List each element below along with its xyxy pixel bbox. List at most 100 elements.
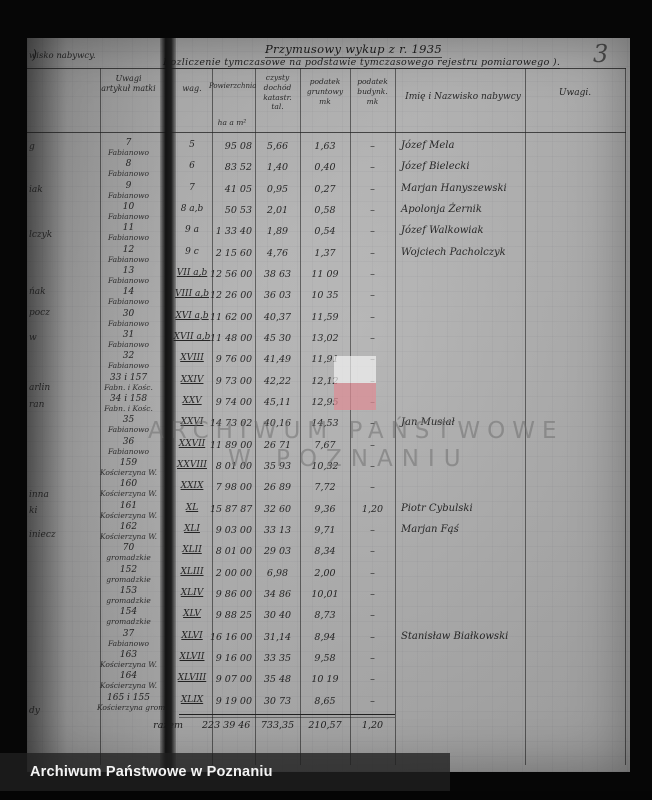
area-value: 7 98 00 [215,482,252,494]
archive-footer-bar: Archiwum Państwowe w Poznaniu [0,753,450,791]
land-tax-value: 10,01 [311,588,339,600]
area-value: 15 87 87 [210,503,253,515]
area-value: 9 03 00 [215,524,252,536]
parcel-number: 31 [122,329,135,340]
parcel-locality: Kościerzyna W. [99,531,158,541]
parcel-article: 7 Fabianowo [97,138,160,157]
parcel-article: 14 Fabianowo [97,287,160,306]
parcel-article: 11 Fabianowo [97,223,160,242]
land-tax-value: 9,71 [314,524,336,536]
table-row: 7 Fabianowo 5 95 08 5,66 1,63 – Józef Mela [27,138,626,159]
building-tax-value: – [370,204,375,216]
name-fragment: w [29,333,37,343]
register-number: 9 c [185,246,199,257]
land-tax-value: 2,00 [314,567,336,579]
building-tax-value: – [370,482,375,494]
scan-bottom-edge [0,791,652,800]
parcel-locality: Fabianowo [107,638,150,648]
parcel-locality: Fabianowo [107,425,150,435]
register-number: VII a,b [176,267,208,278]
land-tax-value: 1,37 [314,247,336,259]
table-row: 33 i 157 Fabn. i Kośc. XXIV 9 73 00 42,22 12,… [27,373,626,394]
area-value: 9 74 00 [215,396,252,408]
margin-mark: ) [32,48,38,63]
table-row: 14 Fabianowo VIII a,b 12 26 00 36 03 10 35 – [27,287,626,308]
parcel-article: 153 gromadzkie [97,586,160,605]
land-tax-value: 0,40 [314,162,336,174]
table-row: 32 Fabianowo XVIII 9 76 00 41,49 11,91 – [27,351,626,372]
area-value: 9 86 00 [215,588,252,600]
building-tax-value: – [370,652,375,664]
land-tax-value: 8,34 [314,546,336,558]
parcel-article: 35 Fabianowo [97,415,160,434]
column-line [300,68,301,765]
area-value: 1 33 40 [215,226,252,238]
table-row: 13 Fabianowo VII a,b 12 56 00 38 63 11 09 – [27,266,626,287]
income-value: 40,16 [263,418,292,430]
parcel-article: 10 Fabianowo [97,202,160,221]
parcel-number: 70 [122,543,135,554]
register-number: XVIII [180,353,204,364]
parcel-number: 35 [122,415,135,426]
parcel-locality: Fabianowo [107,275,150,285]
table-row: 163 Kościerzyna W. XLVII 9 16 00 33 35 9,58 – [27,650,626,671]
land-tax-value: 8,94 [314,631,336,643]
totals-rule [179,714,395,718]
table-body: 7 Fabianowo 5 95 08 5,66 1,63– Józef Mela 8 Fabi… [27,138,626,714]
name-fragment: pocz [29,308,50,318]
name-fragment: ran [29,400,45,410]
building-tax-value: – [370,311,375,323]
income-value: 0,95 [266,183,289,195]
parcel-article: 37 Fabianowo [97,629,160,648]
land-tax-value: 12,12 [311,375,339,387]
area-value: 8 01 00 [215,460,252,472]
parcel-locality: Fabianowo [107,211,150,221]
table-row: 9 Fabianowo 7 41 05 0,95 0,27 – Marjan Hanyszew… [27,181,626,202]
area-value: 9 88 25 [215,610,252,622]
table-row: 11 Fabianowo 9 a 1 33 40 1,89 0,54 – Józef Walk… [27,223,626,244]
building-tax-value: – [370,588,375,600]
table-row: 162 Kościerzyna W. XLI 9 03 00 33 13 9,71 – Mar… [27,522,626,543]
parcel-article: 8 Fabianowo [97,159,160,178]
building-tax-value: – [370,226,375,238]
building-tax-value: – [370,332,375,344]
parcel-locality: gromadzkie [106,553,151,563]
area-value: 9 07 00 [215,674,252,686]
header-podatek-gruntowy: podatek gruntowy mk [306,77,344,106]
income-value: 30 73 [263,695,292,707]
parcel-number: 9 [125,180,132,191]
area-value: 9 73 00 [215,375,252,387]
register-number: 7 [189,182,195,193]
register-number: XLIV [180,587,204,598]
table-row: 161 Kościerzyna W. XL 15 87 87 32 60 9,36 1,20… [27,501,626,522]
building-tax-value: – [370,439,375,451]
building-tax-value: – [370,290,375,302]
table-row: 164 Kościerzyna W. XLVIII 9 07 00 35 48 10 19… [27,671,626,692]
table-row: 30 Fabianowo XVI a,b 11 62 00 40,37 11,59 – [27,309,626,330]
area-value: 11 62 00 [210,311,253,323]
top-rule [27,68,626,69]
parcel-article: 164 Kościerzyna W. [97,671,160,690]
building-tax-value: – [370,524,375,536]
buyer-name: Józef Mela [401,140,455,151]
parcel-number: 37 [122,628,135,639]
area-value: 12 26 00 [210,290,253,302]
table-row: 152 gromadzkie XLIII 2 00 00 6,98 2,00 – [27,565,626,586]
buyer-name: Stanisław Białkowski [401,630,509,642]
income-value: 6,98 [266,567,289,579]
area-value: 83 52 [224,162,252,174]
register-number: 5 [189,140,195,150]
register-number: XLII [182,545,202,556]
land-tax-value: 7,72 [314,482,336,494]
land-tax-value: 10 19 [311,674,339,686]
land-tax-value: 9,36 [314,503,336,515]
register-number: XLVI [181,630,203,641]
table-row: 165 i 155 Kościerzyna grom. XLIX 9 19 00 30 … [27,693,626,714]
header-powierzchnia: Powierzchnia [209,82,257,90]
parcel-number: 159 [119,457,138,468]
header-powierzchnia-units: ha a m² [217,118,247,127]
parcel-locality: Fabianowo [107,233,150,243]
table-row: 159 Kościerzyna W. XXVIII 8 01 00 35 93 10,32… [27,458,626,479]
area-value: 11 89 00 [210,439,253,451]
